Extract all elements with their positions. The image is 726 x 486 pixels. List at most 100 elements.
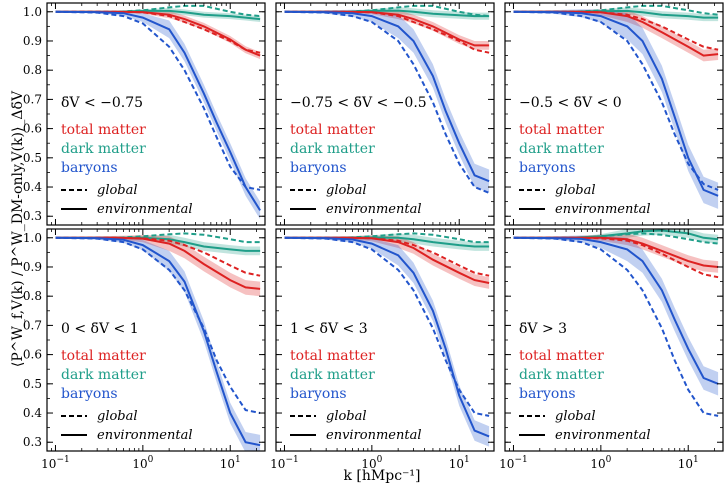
total-matter-environmental-line xyxy=(513,236,719,268)
legend-total-matter: total matter xyxy=(290,348,375,364)
total-matter-environmental-line xyxy=(55,10,261,57)
legend-total-matter: total matter xyxy=(61,122,146,138)
y-tick-label: 1.0 xyxy=(23,231,42,245)
total-matter-band xyxy=(284,9,490,50)
panel-2: −0.75 < δ̄V < −0.5 total matter dark matte… xyxy=(275,2,495,226)
legend-baryons: baryons xyxy=(61,160,118,176)
legend-total-matter: total matter xyxy=(61,348,146,364)
panel-frame xyxy=(275,228,495,452)
panel-plot-area xyxy=(513,229,719,417)
total-matter-environmental-line xyxy=(55,236,261,290)
panel-density-label: δ̄V > 3 xyxy=(519,321,567,337)
baryons-band xyxy=(55,236,261,451)
legend-global-label: global xyxy=(326,409,367,424)
legend-baryons: baryons xyxy=(519,160,576,176)
baryons-environmental-line xyxy=(513,236,719,385)
panel-density-label: δ̄V < −0.75 xyxy=(61,95,143,111)
baryons-global-line xyxy=(55,236,261,414)
panel-plot-area xyxy=(284,232,490,447)
total-matter-environmental-line xyxy=(284,236,490,284)
legend-dark-matter: dark matter xyxy=(61,367,146,383)
legend-environmental-label: environmental xyxy=(326,202,422,217)
baryons-band xyxy=(513,9,719,209)
legend-environmental-label: environmental xyxy=(326,428,422,443)
legend-total-matter: total matter xyxy=(290,122,375,138)
baryons-environmental-line xyxy=(55,236,261,447)
baryons-environmental-line xyxy=(55,10,261,211)
baryons-band xyxy=(284,236,490,447)
legend-global-label: global xyxy=(97,409,138,424)
legend-environmental-label: environmental xyxy=(555,428,651,443)
y-tick-label: 0.4 xyxy=(23,180,42,194)
legend-total-matter: total matter xyxy=(519,122,604,138)
baryons-environmental-line xyxy=(284,10,490,183)
legend-baryons: baryons xyxy=(519,386,576,402)
panel-density-label: −0.75 < δ̄V < −0.5 xyxy=(290,95,427,111)
panel-frame xyxy=(504,2,724,226)
legend-total-matter: total matter xyxy=(519,348,604,364)
panel-4: 0.3 0.4 0.5 0.6 0.7 0.8 0.9 1.0 10−1 100 101 0 < δ̄… xyxy=(23,228,266,471)
y-tick-label: 0.3 xyxy=(23,209,42,223)
legend-global-label: global xyxy=(555,183,596,198)
x-tick-label: 10−1 xyxy=(270,455,299,471)
total-matter-environmental-line xyxy=(513,10,719,57)
legend-baryons: baryons xyxy=(290,386,347,402)
panel-density-label: −0.5 < δ̄V < 0 xyxy=(519,95,622,111)
x-tick-label: 10−1 xyxy=(41,455,70,471)
y-tick-label: 0.6 xyxy=(23,348,42,362)
baryons-environmental-line xyxy=(284,236,490,438)
total-matter-global-line xyxy=(284,236,490,277)
x-tick-label: 101 xyxy=(678,455,699,471)
y-tick-label: 0.7 xyxy=(23,318,42,332)
legend-dark-matter: dark matter xyxy=(290,367,375,383)
total-matter-band xyxy=(55,235,261,297)
y-tick-label: 0.5 xyxy=(23,377,42,391)
baryons-global-line xyxy=(513,236,719,417)
total-matter-environmental-line xyxy=(284,10,490,47)
legend-baryons: baryons xyxy=(290,160,347,176)
y-axis-label: ⟨P^W_f,V(k) / P^W_DM-only,V(k)⟩_Δδ̄V xyxy=(10,90,26,367)
total-matter-global-line xyxy=(284,10,490,54)
legend-dark-matter: dark matter xyxy=(519,367,604,383)
legend-global-label: global xyxy=(326,183,367,198)
dark-matter-global-line xyxy=(55,232,261,244)
y-tick-label: 0.9 xyxy=(23,34,42,48)
dark-matter-band xyxy=(513,7,719,22)
baryons-environmental-line xyxy=(513,10,719,197)
panel-6: 10−1 100 101 δ̄V > 3 total matter dark matter… xyxy=(499,228,724,471)
dark-matter-global-line xyxy=(513,232,719,245)
y-tick-label: 0.3 xyxy=(23,435,42,449)
y-tick-label: 0.5 xyxy=(23,151,42,165)
panel-plot-area xyxy=(55,232,261,451)
baryons-band xyxy=(513,235,719,396)
x-axis-label: k [hMpc⁻¹] xyxy=(343,468,420,484)
baryons-global-line xyxy=(284,10,490,194)
panel-3: −0.5 < δ̄V < 0 total matter dark matter bar… xyxy=(504,2,724,226)
dark-matter-band xyxy=(55,234,261,256)
y-tick-label: 0.8 xyxy=(23,289,42,303)
panel-plot-area xyxy=(55,4,261,220)
legend-baryons: baryons xyxy=(61,386,118,402)
total-matter-global-line xyxy=(55,236,261,277)
y-tick-label: 0.6 xyxy=(23,122,42,136)
legend-dark-matter: dark matter xyxy=(290,141,375,157)
y-tick-label: 0.4 xyxy=(23,406,42,420)
baryons-global-line xyxy=(55,10,261,191)
legend-global-label: global xyxy=(97,183,138,198)
panel-1: 0.3 0.4 0.5 0.6 0.7 0.8 0.9 1.0 δ̄V < −0.75 total… xyxy=(23,2,266,226)
x-tick-label: 10−1 xyxy=(499,455,528,471)
legend-environmental-label: environmental xyxy=(555,202,651,217)
panel-density-label: 1 < δ̄V < 3 xyxy=(290,321,368,337)
legend-environmental-label: environmental xyxy=(97,428,193,443)
total-matter-band xyxy=(284,235,490,289)
y-tick-label: 0.8 xyxy=(23,63,42,77)
total-matter-band xyxy=(513,9,719,62)
baryons-global-line xyxy=(284,236,490,417)
x-tick-label: 100 xyxy=(590,455,611,471)
y-tick-label: 1.0 xyxy=(23,5,42,19)
y-tick-label: 0.7 xyxy=(23,92,42,106)
panel-density-label: 0 < δ̄V < 1 xyxy=(61,321,139,337)
x-tick-label: 100 xyxy=(132,455,153,471)
